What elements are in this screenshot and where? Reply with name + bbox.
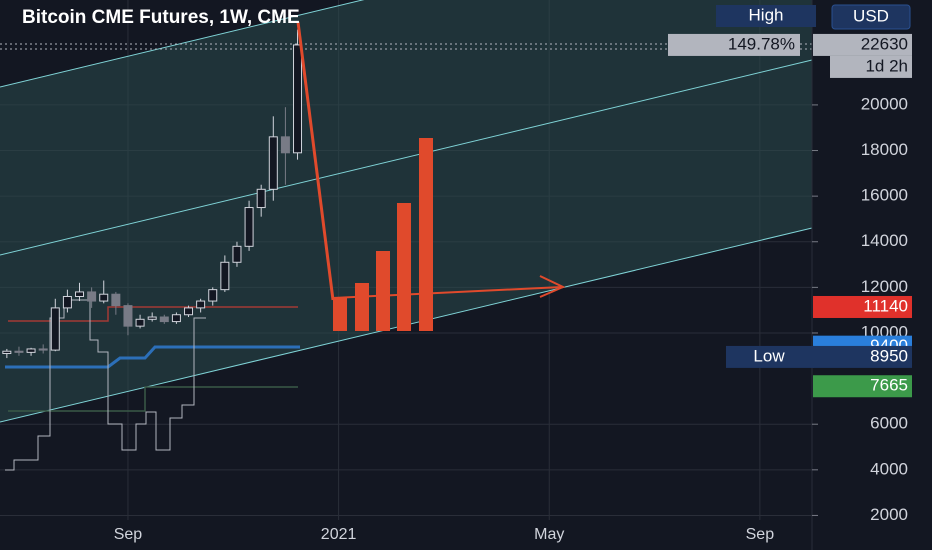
y-tick-label: 14000: [861, 231, 908, 250]
drawing-arrow: [332, 286, 563, 299]
candle-body: [123, 305, 133, 327]
price-label: 22630: [861, 34, 908, 53]
high-label: High: [749, 5, 784, 24]
indicator-line: [5, 345, 300, 369]
price-tag-box: [668, 33, 800, 56]
candle-body: [26, 348, 36, 353]
candle-body: [50, 307, 60, 351]
candle-body: [14, 350, 24, 353]
price-tag-box: [726, 345, 814, 368]
candle-body: [62, 295, 72, 309]
y-tick-label: 12000: [861, 277, 908, 296]
candle-body: [38, 348, 48, 351]
y-tick-label: 18000: [861, 140, 908, 159]
currency-button[interactable]: [831, 4, 911, 30]
price-label: 7665: [870, 376, 908, 395]
y-tick-label: 2000: [870, 505, 908, 524]
candle-body: [111, 293, 121, 307]
candle-body: [208, 289, 218, 302]
y-tick-label: 16000: [861, 186, 908, 205]
drawing-bar: [333, 298, 347, 331]
candle-body: [280, 136, 290, 154]
currency-label[interactable]: USD: [853, 6, 889, 25]
y-tick-label: 6000: [870, 414, 908, 433]
price-label-box: [813, 33, 912, 56]
candle-body: [244, 207, 254, 247]
drawing-bar: [355, 283, 369, 331]
candle-body: [147, 316, 157, 320]
x-tick-label: May: [534, 526, 564, 543]
x-tick-label: Sep: [746, 526, 775, 543]
channel-line: [0, 59, 813, 256]
y-tick-label: 4000: [870, 459, 908, 478]
candle-body: [87, 291, 97, 302]
step-line: [5, 299, 206, 471]
time-axis: [0, 520, 812, 550]
x-tick-label: 2021: [321, 526, 357, 543]
candle-body: [159, 316, 169, 323]
drawing-line: [296, 21, 335, 301]
price-label: 11140: [863, 296, 908, 315]
y-tick-label: 20000: [861, 94, 908, 113]
x-tick-label: Sep: [114, 526, 143, 543]
axes: 2000400060001000012000140001600018000200…: [114, 33, 912, 543]
drawing-bar: [376, 251, 390, 331]
chart-title: Bitcoin CME Futures, 1W, CME: [22, 7, 300, 28]
candle-body: [184, 307, 194, 316]
price-label-box: [813, 295, 912, 318]
candle-body: [293, 44, 303, 154]
candle-body: [75, 291, 85, 297]
candle-body: [256, 188, 266, 209]
indicator-line: [8, 386, 298, 412]
candles: [2, 29, 303, 359]
high-badge: [716, 5, 816, 27]
channel-line: [0, 0, 365, 88]
price-label: 8950: [870, 346, 908, 365]
price-tag: Low: [753, 346, 785, 365]
price-label-box: [813, 345, 912, 368]
candle-body: [135, 318, 145, 327]
candle-body: [220, 261, 230, 291]
candle-body: [99, 293, 109, 302]
candle-body: [2, 350, 12, 355]
drawing-bar: [397, 203, 411, 331]
candle-body: [171, 314, 181, 323]
price-label-box: [813, 375, 912, 398]
candle-body: [268, 136, 278, 190]
candle-body: [196, 300, 206, 309]
drawing-bar: [419, 138, 433, 331]
candle-body: [232, 245, 242, 263]
drawing-arrowhead: [539, 275, 566, 298]
countdown: 1d 2h: [865, 56, 908, 75]
countdown-box: [830, 55, 912, 78]
price-tag: 149.78%: [728, 34, 795, 53]
